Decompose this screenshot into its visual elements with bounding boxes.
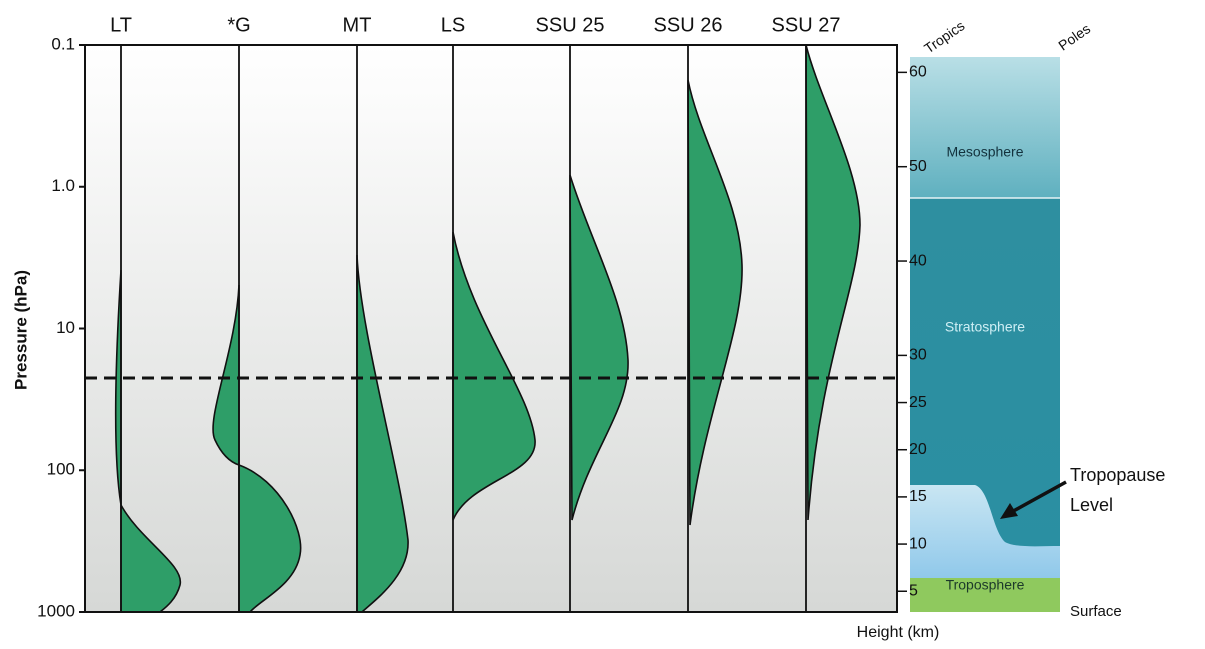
channel-label: *G	[227, 14, 250, 36]
channel-label: SSU 26	[654, 14, 723, 36]
height-tick-label: 60	[909, 64, 927, 81]
height-tick-label: 15	[909, 488, 927, 505]
y-tick-label: 100	[47, 460, 75, 479]
layer-label: Stratosphere	[945, 319, 1025, 335]
plot-background	[85, 45, 897, 612]
channel-label: SSU 27	[772, 14, 841, 36]
channel-label: LS	[441, 14, 465, 36]
surface-label: Surface	[1070, 603, 1122, 620]
y-tick-label: 1000	[37, 601, 75, 620]
y-tick-label: 0.1	[51, 34, 75, 53]
height-tick-label: 10	[909, 535, 927, 552]
y-tick-label: 10	[56, 318, 75, 337]
height-tick-label: 50	[909, 158, 927, 175]
tropics-label: Tropics	[921, 17, 967, 56]
annotation: Level	[1070, 495, 1113, 515]
height-tick-label: 5	[909, 582, 918, 599]
annotation: Tropopause	[1070, 465, 1165, 485]
height-tick-label: 30	[909, 347, 927, 364]
y-axis-title: Pressure (hPa)	[11, 270, 30, 390]
layer-label: Mesosphere	[946, 144, 1023, 160]
channel-label: MT	[343, 14, 372, 36]
weighting-function-figure: Pressure (hPa) Height (km) Tropics Poles…	[0, 0, 1205, 649]
poles-label: Poles	[1055, 20, 1093, 53]
mesosphere-band	[910, 57, 1060, 198]
layer-label: Troposphere	[946, 577, 1025, 593]
height-axis-title: Height (km)	[857, 624, 940, 641]
channel-label: LT	[110, 14, 132, 36]
height-tick-label: 40	[909, 252, 927, 269]
height-tick-label: 20	[909, 441, 927, 458]
y-tick-label: 1.0	[51, 176, 75, 195]
height-tick-label: 25	[909, 394, 927, 411]
channel-label: SSU 25	[536, 14, 605, 36]
